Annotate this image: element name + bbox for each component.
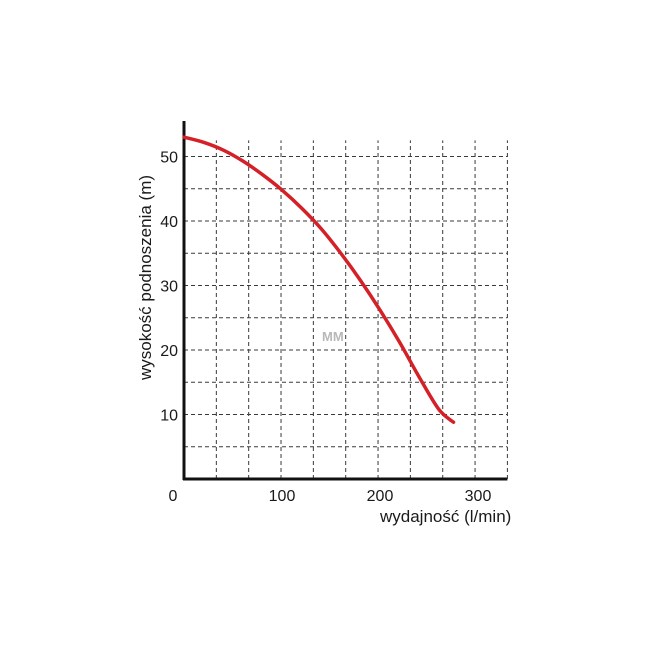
x-tick-label: 200 (367, 488, 394, 505)
grid (184, 140, 508, 479)
x-tick-label: 100 (269, 488, 296, 505)
x-tick-label: 0 (169, 488, 178, 505)
series-line (182, 135, 456, 424)
y-tick-label: 50 (160, 150, 178, 167)
x-tick-label: 300 (465, 488, 492, 505)
y-tick-label: 40 (160, 214, 178, 231)
y-tick-label: 20 (160, 343, 178, 360)
tick-labels: 0 100 200 300 10 20 30 40 50 (160, 150, 491, 506)
y-tick-label: 10 (160, 408, 178, 425)
series-group (182, 135, 456, 424)
x-axis-label: wydajność (l/min) (379, 507, 511, 526)
watermark: MM (322, 329, 344, 344)
y-axis-label: wysokość podnoszenia (m) (136, 175, 155, 381)
axes (182, 121, 508, 481)
y-tick-label: 30 (160, 279, 178, 296)
